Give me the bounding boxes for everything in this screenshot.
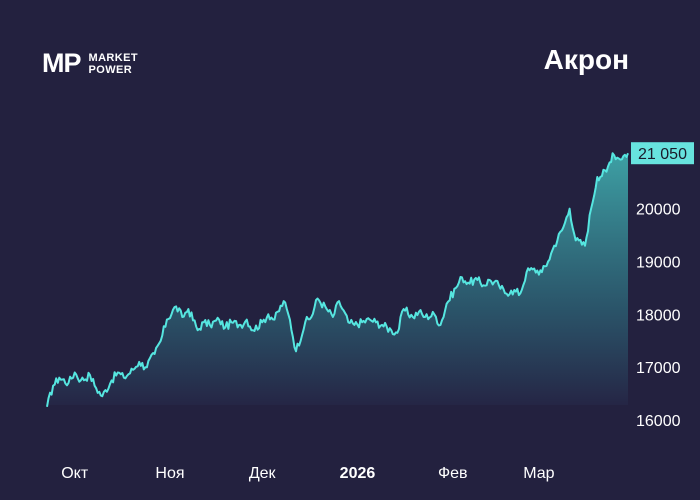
logo-mark: MP [42,48,81,78]
y-tick-label: 18000 [636,307,681,324]
price-area [47,153,628,407]
x-tick-label: Фев [438,465,468,482]
x-tick-label: 2026 [340,465,376,482]
x-tick-label: Окт [61,465,89,482]
logo-line-2: POWER [88,63,133,76]
y-tick-label: 17000 [636,360,681,377]
logo-text: MARKET POWER [89,52,138,76]
y-tick-label: 19000 [636,255,681,272]
x-tick-label: Ноя [155,465,184,482]
y-tick-label: 16000 [636,413,681,430]
logo-line-1: MARKET [88,51,138,64]
chart-title: Акрон [543,44,629,75]
price-line [46,152,629,407]
y-tick-label: 20000 [636,202,681,219]
last-value-badge [631,142,694,165]
x-tick-label: Мар [523,465,554,482]
logo: MP MARKET POWER [42,50,138,77]
x-tick-label: Дек [249,465,277,482]
last-value-label: 21 050 [638,146,687,163]
